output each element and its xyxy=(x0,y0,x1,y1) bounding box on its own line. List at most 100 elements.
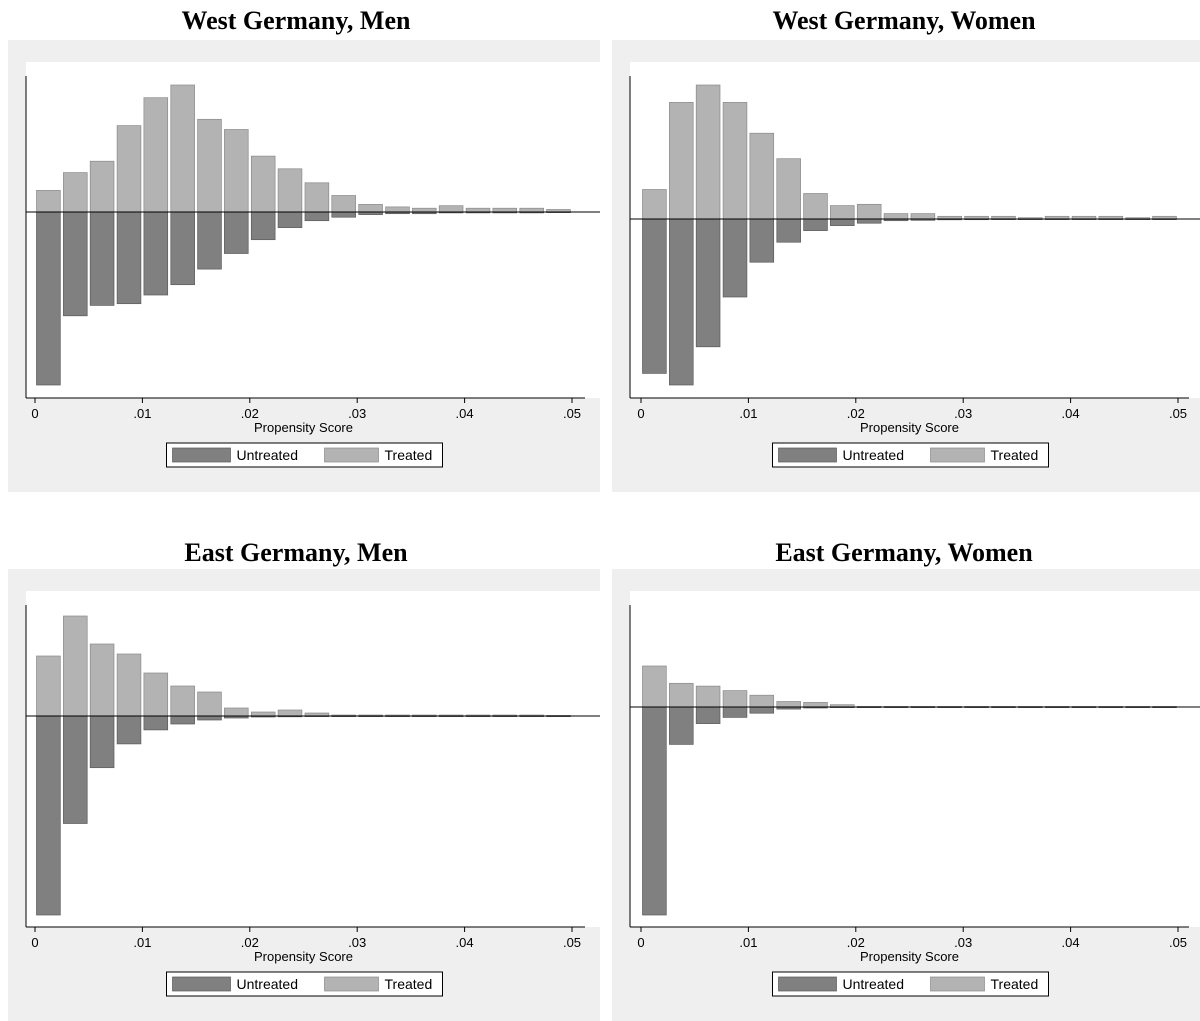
legend-label-untreated: Untreated xyxy=(237,976,298,992)
x-tick-label: .04 xyxy=(456,406,474,421)
bar-treated xyxy=(910,213,936,220)
bar-untreated xyxy=(331,211,356,218)
bar-untreated xyxy=(89,211,115,306)
bar-untreated xyxy=(749,706,775,714)
bar-treated xyxy=(519,207,544,213)
plot-area xyxy=(26,591,600,927)
chart-panel-east-women: 0 .01 .02 .03 .04 .05 Propensity Score Untreate… xyxy=(612,569,1200,1021)
bar-untreated xyxy=(224,211,249,254)
x-tick-label: 0 xyxy=(31,935,38,950)
bar-treated xyxy=(170,84,195,213)
bar-treated xyxy=(143,97,169,213)
x-tick-label: .02 xyxy=(241,406,259,421)
bar-treated xyxy=(358,204,383,213)
bar-untreated xyxy=(776,218,801,243)
bar-treated xyxy=(642,665,667,708)
bar-treated xyxy=(116,653,142,717)
bar-untreated xyxy=(197,715,222,721)
x-tick-label: .02 xyxy=(241,935,259,950)
bar-untreated xyxy=(642,706,667,916)
bar-treated xyxy=(224,129,249,213)
x-axis-label: Propensity Score xyxy=(254,949,353,964)
bar-untreated xyxy=(803,218,828,231)
bar-untreated xyxy=(749,218,775,263)
bar-treated xyxy=(170,685,195,717)
x-tick-label: .05 xyxy=(1169,935,1187,950)
bar-untreated xyxy=(36,211,61,386)
x-tick-label: .05 xyxy=(563,935,581,950)
bar-treated xyxy=(749,694,775,708)
bar-treated xyxy=(143,672,169,717)
chart-panel-west-women: 0 .01 .02 .03 .04 .05 Propensity Score Untreate… xyxy=(612,40,1200,492)
bar-treated xyxy=(492,207,518,213)
bar-untreated xyxy=(143,715,169,731)
bar-treated xyxy=(304,182,330,213)
bar-treated xyxy=(224,707,249,717)
chart-title-west-men: West Germany, Men xyxy=(181,6,411,35)
bar-untreated xyxy=(669,218,694,386)
bar-untreated xyxy=(277,211,303,228)
legend-swatch-treated xyxy=(324,976,379,992)
bar-treated xyxy=(36,655,61,717)
bar-treated xyxy=(197,118,222,213)
chart-east-women: 0 .01 .02 .03 .04 .05 Propensity Score Untreate… xyxy=(629,591,1200,997)
legend-label-untreated: Untreated xyxy=(843,447,904,463)
bar-treated xyxy=(331,195,356,213)
bar-untreated xyxy=(170,715,195,725)
x-tick-label: .02 xyxy=(847,406,865,421)
legend-label-treated: Treated xyxy=(991,976,1039,992)
bar-treated xyxy=(695,685,721,708)
x-tick-label: .03 xyxy=(348,406,366,421)
bar-treated xyxy=(776,158,801,220)
bar-treated xyxy=(250,711,276,717)
bar-treated xyxy=(63,615,88,717)
chart-title-west-women: West Germany, Women xyxy=(772,6,1036,35)
legend-swatch-treated xyxy=(930,447,985,463)
bar-untreated xyxy=(197,211,222,270)
bar-treated xyxy=(89,160,115,213)
bar-treated xyxy=(250,155,276,213)
bar-treated xyxy=(669,102,694,220)
x-tick-label: .04 xyxy=(1062,935,1080,950)
bar-untreated xyxy=(250,211,276,241)
bar-treated xyxy=(695,84,721,220)
bar-treated xyxy=(277,709,303,717)
bar-untreated xyxy=(143,211,169,296)
bar-treated xyxy=(803,193,828,220)
x-tick-label: .01 xyxy=(133,935,151,950)
bar-treated xyxy=(385,206,410,213)
bar-untreated xyxy=(170,211,195,286)
chart-east-men: 0 .01 .02 .03 .04 .05 Propensity Score Untreate… xyxy=(25,591,600,997)
bar-treated xyxy=(412,207,437,213)
x-tick-label: .03 xyxy=(954,935,972,950)
bar-treated xyxy=(116,125,142,213)
bar-untreated xyxy=(856,218,882,224)
x-tick-label: .03 xyxy=(348,935,366,950)
bar-untreated xyxy=(695,218,721,348)
x-axis-label: Propensity Score xyxy=(860,420,959,435)
x-tick-label: .05 xyxy=(563,406,581,421)
chart-title-east-women: East Germany, Women xyxy=(775,538,1033,567)
bar-untreated xyxy=(116,715,142,745)
bar-treated xyxy=(438,205,464,213)
x-tick-label: .01 xyxy=(739,935,757,950)
chart-west-women: 0 .01 .02 .03 .04 .05 Propensity Score Untreate… xyxy=(629,62,1200,468)
bar-treated xyxy=(803,702,828,708)
x-tick-label: 0 xyxy=(31,406,38,421)
chart-title-east-men: East Germany, Men xyxy=(184,538,408,567)
bar-untreated xyxy=(695,706,721,724)
x-tick-label: .01 xyxy=(133,406,151,421)
legend-label-treated: Treated xyxy=(385,976,433,992)
bar-untreated xyxy=(36,715,61,916)
legend-swatch-treated xyxy=(930,976,985,992)
bar-untreated xyxy=(830,218,855,226)
plot-area xyxy=(630,591,1200,927)
x-tick-label: .02 xyxy=(847,935,865,950)
chart-panel-west-men: 0 .01 .02 .03 .04 .05 Propensity Score Untreate… xyxy=(8,40,600,492)
legend-swatch-untreated xyxy=(172,976,231,992)
x-tick-label: 0 xyxy=(637,406,644,421)
bar-untreated xyxy=(642,218,667,374)
chart-west-men: 0 .01 .02 .03 .04 .05 Propensity Score Untreate… xyxy=(25,62,600,468)
legend-label-treated: Treated xyxy=(385,447,433,463)
bar-untreated xyxy=(722,706,748,718)
